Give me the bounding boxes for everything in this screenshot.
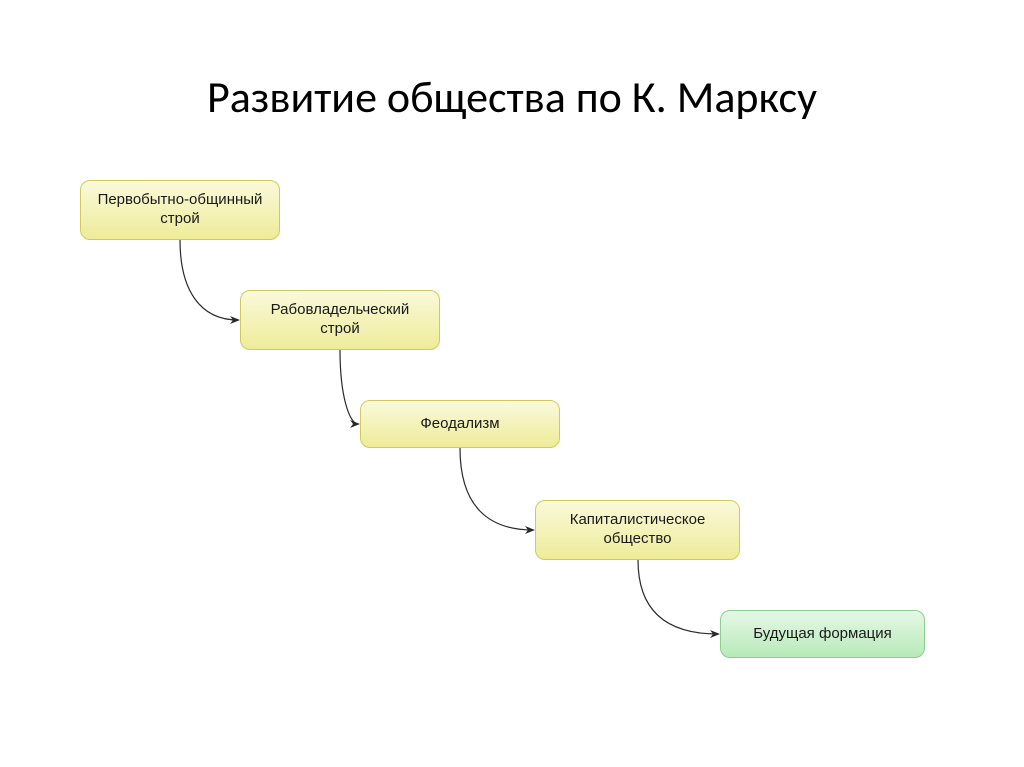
flow-node-label: Рабовладельческий строй xyxy=(263,301,418,339)
flow-edge-n2-n3 xyxy=(340,350,358,424)
flow-node-n2: Рабовладельческий строй xyxy=(240,290,440,350)
flow-node-label: Капиталистическое общество xyxy=(562,511,714,549)
flow-node-label: Будущая формация xyxy=(745,625,900,644)
flow-node-n4: Капиталистическое общество xyxy=(535,500,740,560)
flow-edge-n1-n2 xyxy=(180,240,238,320)
flow-node-label: Феодализм xyxy=(412,415,507,434)
page-title: Развитие общества по К. Марксу xyxy=(0,70,1024,124)
flow-edge-n3-n4 xyxy=(460,448,533,530)
flow-edge-n4-n5 xyxy=(638,560,718,634)
flow-node-n3: Феодализм xyxy=(360,400,560,448)
flow-node-n5: Будущая формация xyxy=(720,610,925,658)
flow-node-label: Первобытно-общинный строй xyxy=(90,191,271,229)
canvas: Развитие общества по К. Марксу Первобытн… xyxy=(0,0,1024,767)
flow-node-n1: Первобытно-общинный строй xyxy=(80,180,280,240)
